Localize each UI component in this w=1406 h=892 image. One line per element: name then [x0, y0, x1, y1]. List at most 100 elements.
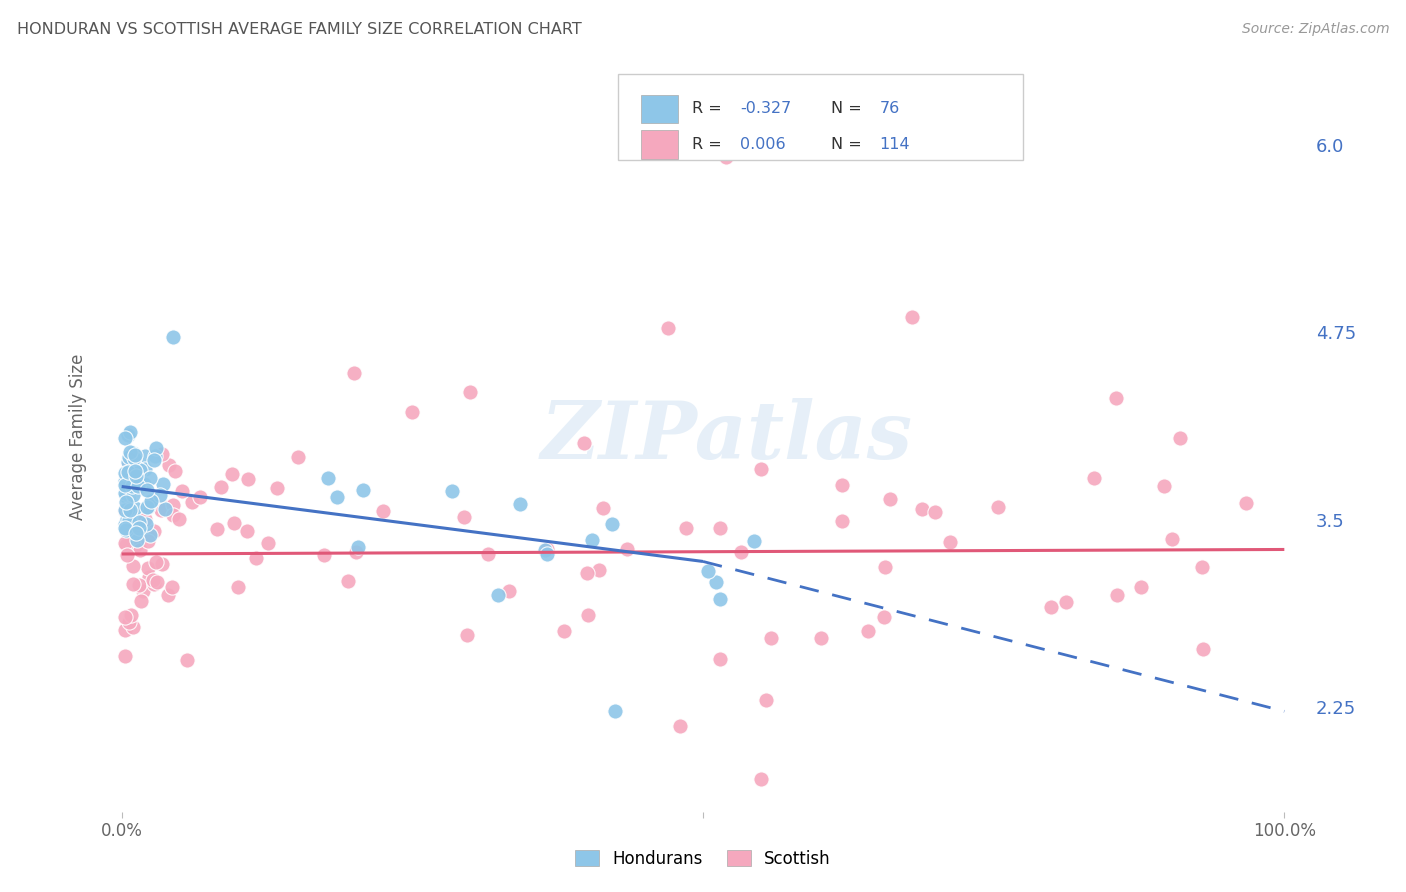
Point — [134, 512, 156, 526]
Point — [115, 512, 138, 526]
Point — [209, 480, 232, 494]
Point — [1129, 581, 1152, 595]
Point — [911, 501, 934, 516]
Point — [128, 463, 150, 477]
Point — [668, 719, 690, 733]
Point — [128, 578, 150, 592]
Point — [122, 472, 145, 486]
Point — [831, 477, 853, 491]
Point — [162, 508, 184, 522]
Point — [121, 559, 143, 574]
Point — [222, 516, 245, 531]
Point — [114, 489, 136, 503]
Point — [128, 515, 150, 529]
Point — [145, 555, 167, 569]
Point — [114, 648, 136, 663]
Point — [170, 483, 193, 498]
Point — [117, 457, 139, 471]
Point — [136, 533, 159, 548]
Point — [460, 385, 482, 400]
Point — [581, 533, 603, 547]
Point — [371, 504, 394, 518]
Point — [157, 458, 180, 473]
Point — [879, 491, 901, 506]
Point — [1191, 559, 1213, 574]
Point — [759, 631, 782, 645]
Point — [181, 495, 204, 509]
Point — [117, 615, 139, 629]
Point — [120, 503, 142, 517]
Point — [150, 447, 173, 461]
Point — [536, 547, 558, 561]
Point — [153, 501, 176, 516]
Point — [117, 427, 139, 442]
Point — [122, 451, 145, 466]
Legend: Hondurans, Scottish: Hondurans, Scottish — [568, 844, 838, 875]
Point — [1039, 600, 1062, 615]
Point — [124, 468, 146, 483]
Point — [939, 534, 962, 549]
Point — [120, 503, 142, 517]
Point — [576, 608, 599, 623]
Point — [122, 488, 145, 502]
Point — [145, 441, 167, 455]
Point — [156, 588, 179, 602]
Point — [456, 628, 478, 642]
Point — [152, 477, 174, 491]
Point — [236, 524, 259, 539]
Point — [831, 514, 853, 528]
Point — [121, 577, 143, 591]
Point — [1083, 471, 1105, 485]
Point — [575, 566, 598, 580]
Point — [675, 521, 697, 535]
FancyBboxPatch shape — [641, 95, 678, 123]
Point — [709, 521, 731, 535]
Point — [121, 479, 143, 493]
Point — [326, 490, 349, 504]
Point — [167, 512, 190, 526]
Point — [344, 544, 367, 558]
Point — [118, 452, 141, 467]
Point — [142, 453, 165, 467]
Point — [114, 536, 136, 550]
Point — [188, 490, 211, 504]
Y-axis label: Average Family Size: Average Family Size — [69, 354, 87, 520]
Point — [453, 510, 475, 524]
Point — [1153, 478, 1175, 492]
Point — [1192, 642, 1215, 657]
Point — [401, 404, 423, 418]
Point — [117, 465, 139, 479]
Point — [114, 521, 136, 535]
Point — [118, 425, 141, 440]
Point — [121, 620, 143, 634]
Point — [553, 624, 575, 639]
Point — [136, 500, 159, 514]
Point — [120, 475, 142, 489]
Point — [129, 594, 152, 608]
Point — [114, 467, 136, 481]
Text: Source: ZipAtlas.com: Source: ZipAtlas.com — [1241, 22, 1389, 37]
Point — [266, 481, 288, 495]
Point — [128, 476, 150, 491]
Point — [162, 329, 184, 343]
Point — [142, 574, 165, 588]
Point — [139, 493, 162, 508]
Point — [149, 503, 172, 517]
Point — [114, 431, 136, 445]
Point — [704, 575, 727, 590]
Point — [316, 471, 339, 485]
Point — [176, 653, 198, 667]
Point — [127, 479, 149, 493]
Point — [873, 610, 896, 624]
Point — [346, 541, 368, 555]
Point — [125, 533, 148, 547]
Point — [749, 462, 772, 476]
Point — [114, 486, 136, 500]
Point — [117, 455, 139, 469]
Point — [536, 541, 558, 556]
Point — [124, 538, 146, 552]
Point — [122, 521, 145, 535]
Point — [657, 320, 679, 334]
Point — [901, 310, 924, 325]
Point — [135, 483, 157, 498]
